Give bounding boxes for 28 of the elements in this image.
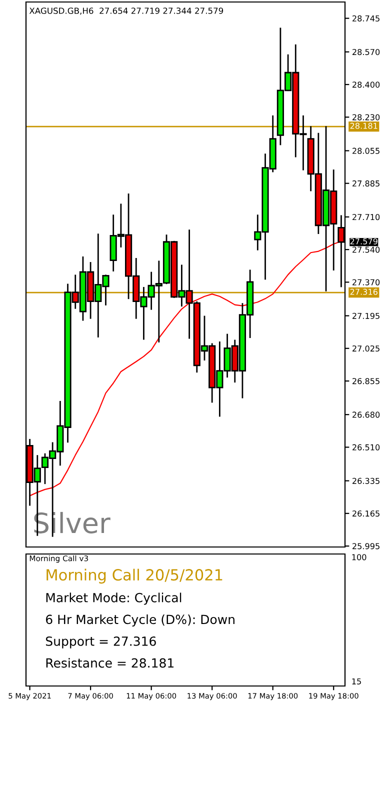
y-tick-label: 28.570 <box>352 48 380 56</box>
y-tick-label: 27.710 <box>352 214 380 220</box>
y-tick-label: 25.995 <box>352 543 380 550</box>
y-tick-label: 26.335 <box>352 478 380 484</box>
text: Morning Call 20/5/2021 <box>46 568 222 584</box>
y-tick-label: 27.195 <box>352 312 380 319</box>
text: 27.579 <box>350 238 378 244</box>
y-tick-label: 28.230 <box>352 114 380 120</box>
y-tick-label: 26.510 <box>352 444 380 450</box>
y-tick-label: 26.680 <box>352 412 380 418</box>
y-tick-label: 28.745 <box>352 15 380 22</box>
text: 6 Hr Market Cycle (D%): Down <box>46 614 234 627</box>
y-tick-label: 27.370 <box>352 279 380 286</box>
y-tick-label: 28.055 <box>352 148 380 154</box>
text: XAGUSD.GB,H6 27.654 27.719 27.344 27.579 <box>29 8 224 15</box>
ref-line-label: 28.181 <box>350 122 378 129</box>
text: 100 <box>352 554 366 560</box>
y-tick-label: 26.855 <box>352 378 380 384</box>
ref-line-label: 27.316 <box>350 288 378 295</box>
y-tick-label: 27.540 <box>352 246 380 253</box>
y-tick-label: 27.025 <box>352 345 380 352</box>
y-tick-label: 28.400 <box>352 82 380 88</box>
text: Resistance = 28.181 <box>46 658 174 668</box>
y-tick-label: 26.165 <box>352 510 380 517</box>
text: Market Mode: Cyclical <box>46 592 182 605</box>
y-tick-label: 27.885 <box>352 180 380 187</box>
text: 15 <box>352 678 361 684</box>
text: Support = 27.316 <box>46 636 156 648</box>
